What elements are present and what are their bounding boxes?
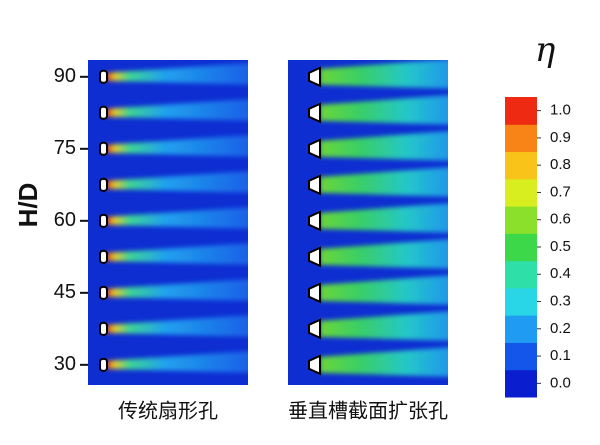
colorbar-segment xyxy=(505,151,537,180)
panel-field xyxy=(99,63,248,373)
y-tick-label: 75 xyxy=(54,137,76,159)
panel-field xyxy=(308,60,448,377)
film-hole xyxy=(308,318,321,340)
colorbar-segment xyxy=(505,315,537,343)
colorbar-segment xyxy=(505,97,537,125)
y-tick-label: 90 xyxy=(54,65,76,87)
film-hole xyxy=(308,210,321,232)
cooling-streak xyxy=(320,131,448,161)
film-hole xyxy=(308,354,321,376)
film-hole xyxy=(99,321,108,336)
panel-label: 传统扇形孔 xyxy=(118,399,218,423)
y-axis-label: H/D xyxy=(13,183,43,228)
y-tick-label: 30 xyxy=(54,353,76,375)
colorbar-tick-label: 0.7 xyxy=(550,183,571,200)
colorbar-segment xyxy=(505,369,537,398)
film-hole xyxy=(99,213,108,228)
cooling-streak xyxy=(320,311,448,341)
colorbar-segment xyxy=(505,178,537,207)
colorbar-tick-label: 0.3 xyxy=(550,293,571,310)
cooling-streak xyxy=(320,347,448,377)
colorbar-tick-label: 0.4 xyxy=(550,265,571,282)
cooling-streak xyxy=(320,275,448,305)
cooling-streak xyxy=(320,95,448,125)
cooling-streak xyxy=(106,99,248,121)
panel-label: 垂直槽截面扩张孔 xyxy=(288,399,448,423)
cooling-streak xyxy=(320,203,448,233)
cooling-streak xyxy=(106,135,248,157)
colorbar-tick-label: 1.0 xyxy=(550,102,571,119)
cooling-streak xyxy=(106,63,248,85)
colorbar-segment xyxy=(505,206,537,234)
colorbar-title: η xyxy=(535,30,556,70)
film-hole xyxy=(99,177,108,192)
film-hole xyxy=(308,66,321,88)
cooling-streak xyxy=(106,207,248,229)
cooling-streak xyxy=(106,243,248,265)
film-hole xyxy=(99,285,108,300)
colorbar-segment xyxy=(505,233,537,262)
colorbar-segment xyxy=(505,287,537,316)
film-hole xyxy=(308,138,321,160)
cooling-streak xyxy=(106,351,248,373)
colorbar-segment xyxy=(505,260,537,289)
colorbar-segment xyxy=(505,124,537,153)
colorbar-tick-label: 0.8 xyxy=(550,156,571,173)
film-hole xyxy=(99,105,108,120)
colorbar-tick-label: 0.6 xyxy=(550,211,571,228)
film-hole xyxy=(308,174,321,196)
cooling-streak xyxy=(320,239,448,269)
colorbar-tick-label: 0.1 xyxy=(550,347,571,364)
colorbar-segment xyxy=(505,342,537,371)
cooling-streak xyxy=(106,171,248,193)
colorbar-tick-label: 0.5 xyxy=(550,238,571,255)
colorbar-tick-label: 0.2 xyxy=(550,320,571,337)
cooling-streak xyxy=(320,60,448,89)
film-hole xyxy=(99,249,108,264)
colorbar-tick-label: 0.0 xyxy=(550,374,571,391)
film-hole xyxy=(99,357,108,372)
colorbar-tick-label: 0.9 xyxy=(550,129,571,146)
film-hole xyxy=(99,141,108,156)
film-hole xyxy=(99,69,108,84)
film-hole xyxy=(308,102,321,124)
y-tick-label: 60 xyxy=(54,209,76,231)
film-hole xyxy=(308,282,321,304)
cooling-streak xyxy=(320,167,448,197)
cooling-streak xyxy=(106,279,248,301)
cooling-streak xyxy=(106,315,248,337)
film-hole xyxy=(308,246,321,268)
y-tick-label: 45 xyxy=(54,281,76,303)
